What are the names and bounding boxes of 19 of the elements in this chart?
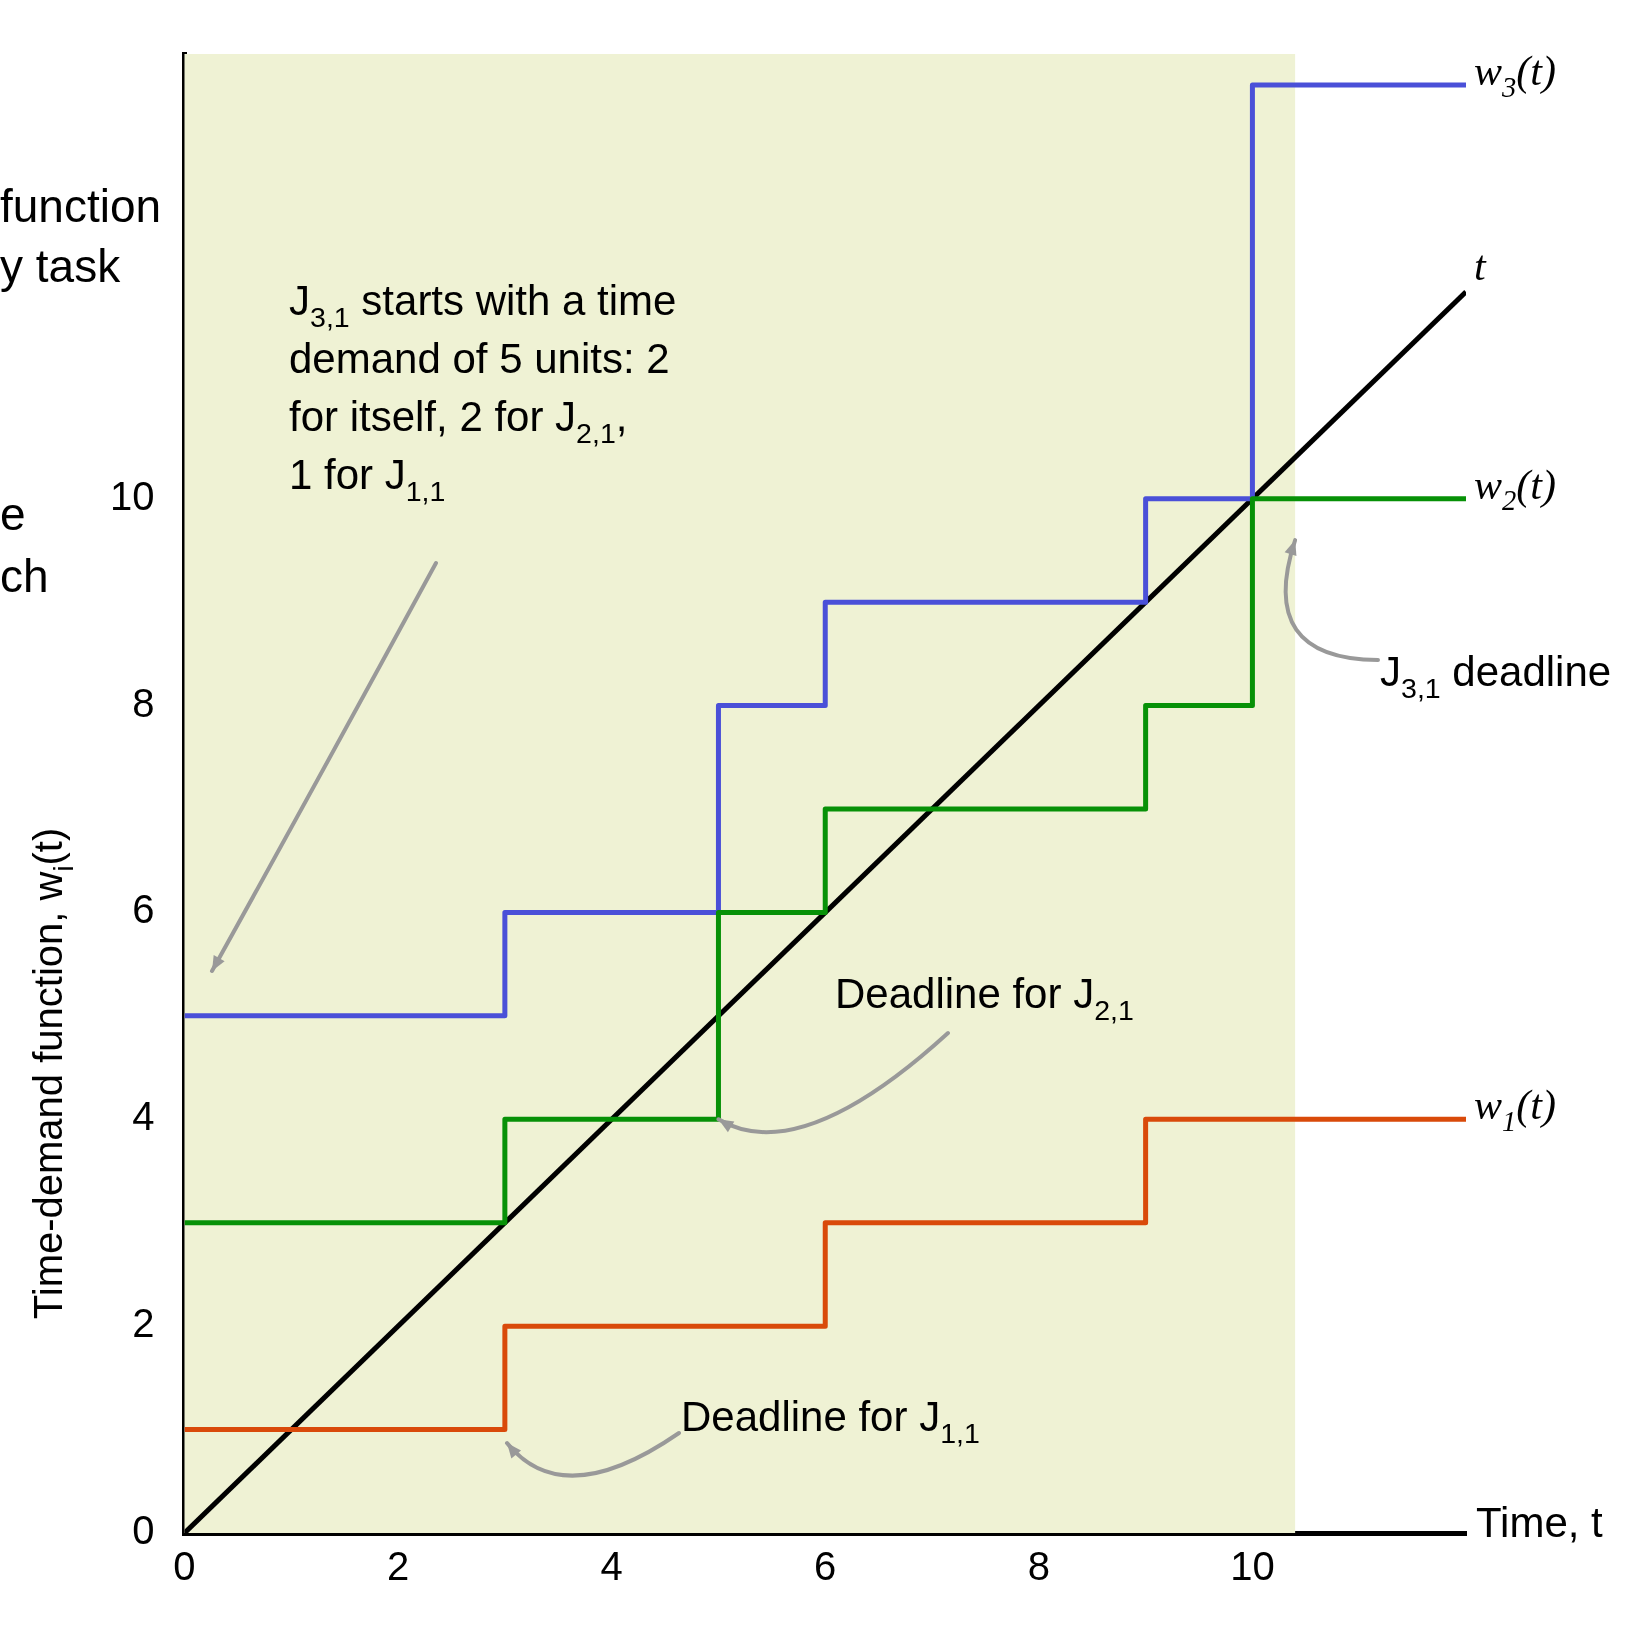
x-tick-label: 10 — [1230, 1544, 1275, 1589]
y-tick-label: 4 — [132, 1094, 155, 1139]
series-label: t — [1474, 242, 1487, 289]
y-tick-label: 2 — [132, 1301, 155, 1346]
text: y task — [0, 240, 122, 292]
x-tick-label: 6 — [814, 1544, 837, 1589]
y-tick-label: 10 — [109, 473, 155, 518]
x-tick-label: 4 — [600, 1544, 623, 1589]
x-axis-title: Time, t — [1476, 1499, 1604, 1546]
y-axis-title: Time-demand function, wi(t) — [26, 827, 80, 1320]
text: ch — [0, 550, 49, 602]
x-tick-label: 0 — [173, 1544, 196, 1589]
x-tick-label: 8 — [1027, 1544, 1050, 1589]
text: e — [0, 488, 26, 540]
y-tick-label: 8 — [132, 680, 155, 725]
y-tick-label: 6 — [132, 887, 155, 932]
text: function — [0, 180, 162, 232]
x-tick-label: 2 — [386, 1544, 410, 1589]
y-tick-label: 0 — [132, 1508, 155, 1553]
